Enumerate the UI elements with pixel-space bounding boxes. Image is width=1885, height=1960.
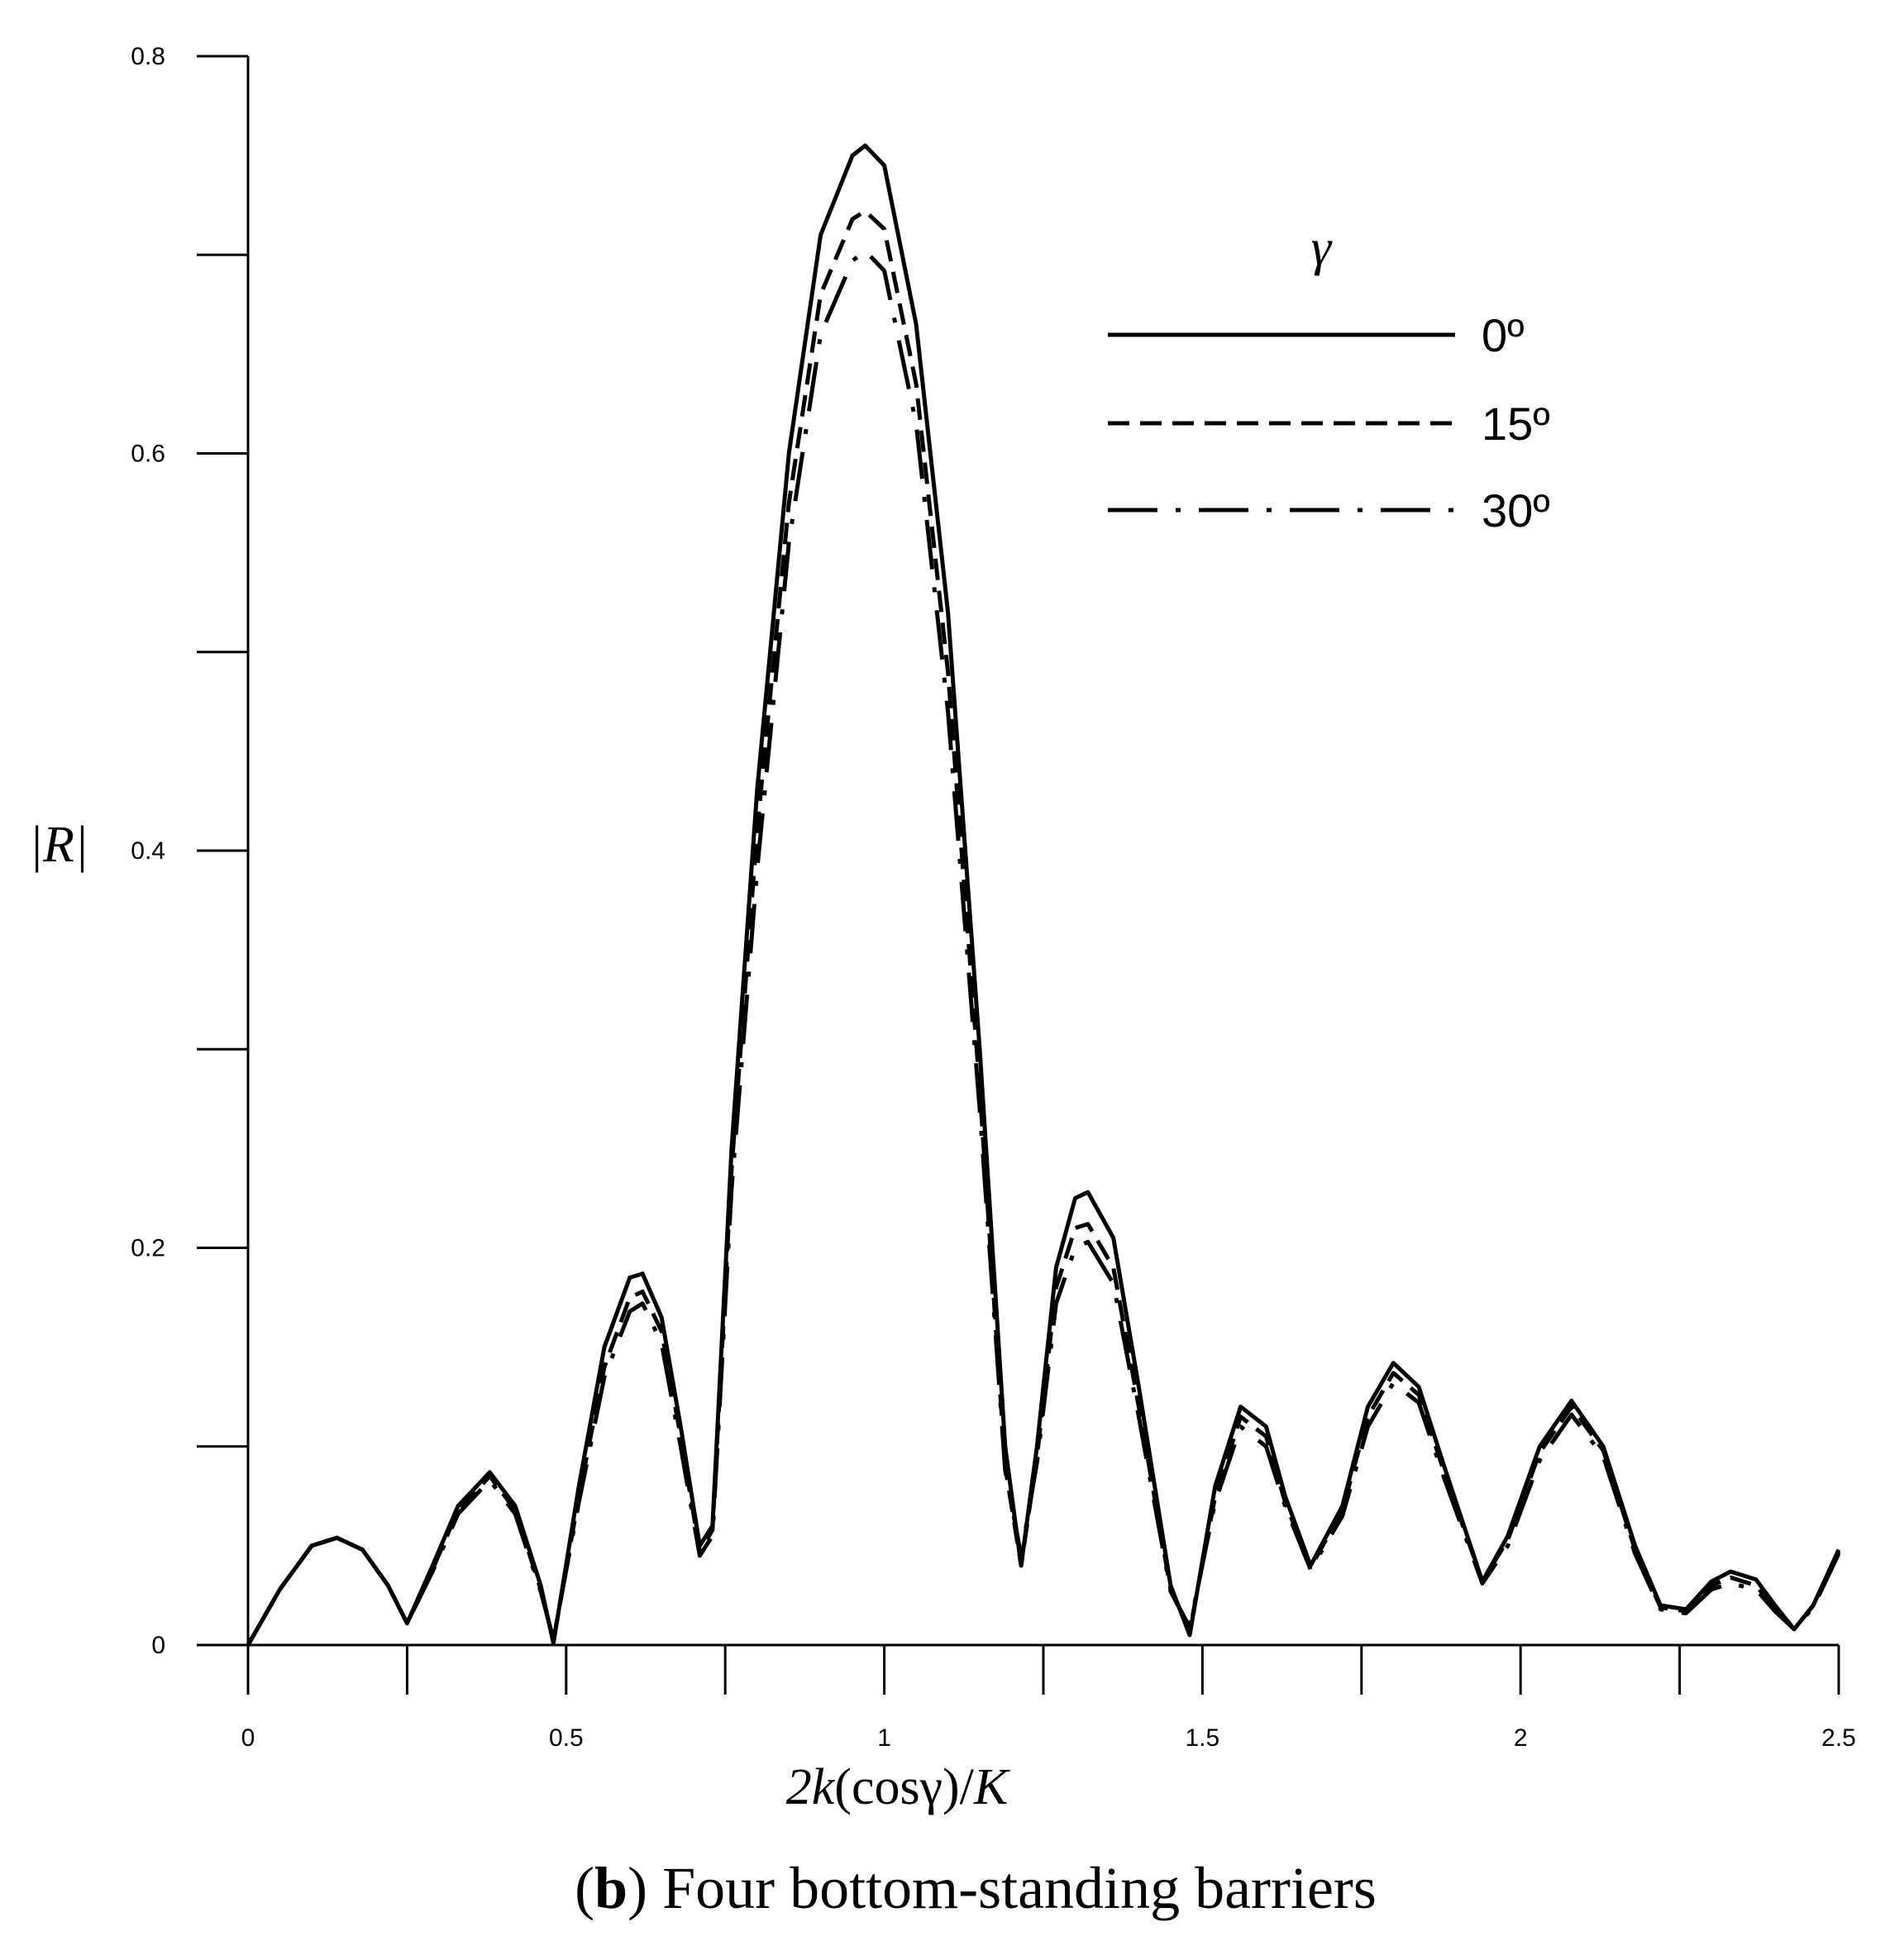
x-tick-label: 1 <box>877 1724 891 1752</box>
y-axis-title: |R| <box>29 817 88 873</box>
plot-lines <box>246 143 1841 1647</box>
x-tick-label: 2.5 <box>1821 1724 1856 1752</box>
y-tick-label: 0.6 <box>131 441 165 468</box>
x-tick-label: 0.5 <box>549 1724 584 1752</box>
y-tick-label: 0.8 <box>131 43 165 70</box>
x-tick-label: 2 <box>1514 1724 1528 1752</box>
y-tick-label: 0.2 <box>131 1235 165 1262</box>
legend-title: γ <box>1311 220 1333 276</box>
legend-label-0: 0º <box>1482 309 1525 361</box>
series-line-2 <box>246 248 1841 1647</box>
series-line-1 <box>246 208 1841 1647</box>
legend-label-2: 30º <box>1482 484 1550 536</box>
figure-caption: (b) Four bottom-standing barriers <box>575 1855 1377 1921</box>
y-tick-label: 0.4 <box>131 837 165 865</box>
y-tick-label: 0 <box>151 1632 165 1659</box>
legend-label-1: 15º <box>1482 398 1550 450</box>
legend: γ 0º 15º 30º <box>1108 220 1550 536</box>
x-tick-label: 0 <box>241 1724 255 1752</box>
x-axis-title: 2k(cosγ)/K <box>786 1759 1011 1815</box>
axes: 0 0.2 0.4 0.6 0.8 0 0.5 1 1.5 2 2.5 <box>131 43 1856 1752</box>
series-line-0 <box>246 143 1841 1647</box>
x-tick-label: 1.5 <box>1186 1724 1220 1752</box>
